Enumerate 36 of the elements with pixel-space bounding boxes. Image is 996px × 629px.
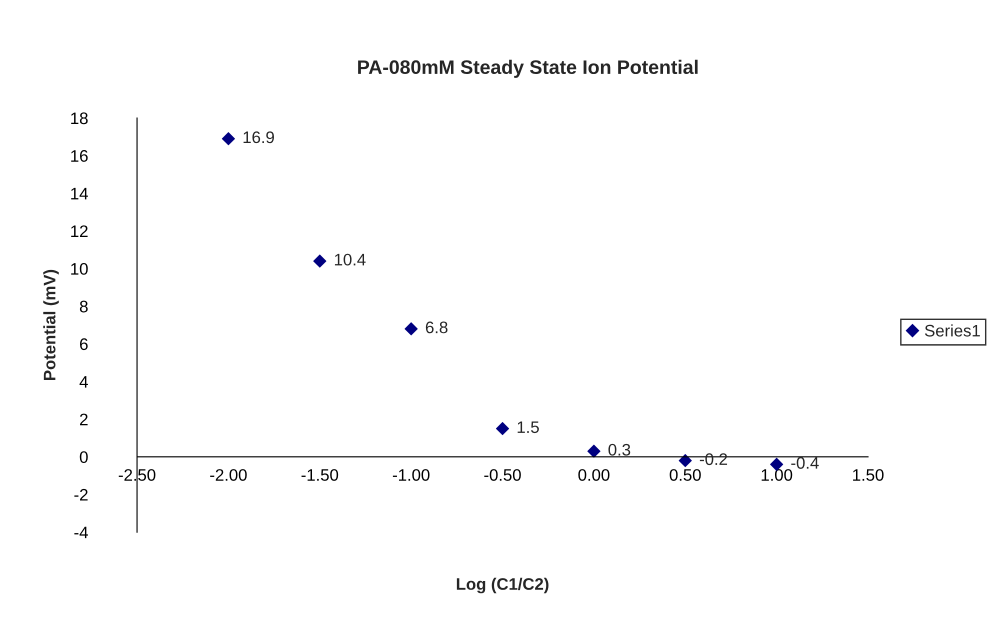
x-tick-label: 1.50 <box>853 469 884 481</box>
y-tick-label: 0 <box>80 451 88 464</box>
y-tick-label: -4 <box>74 526 88 538</box>
y-tick-label: 16 <box>71 150 88 162</box>
point <box>313 254 326 268</box>
data-label: 0.3 <box>608 444 630 456</box>
x-tick-label: -2.00 <box>210 469 247 481</box>
x-tick-label: -1.00 <box>392 469 430 481</box>
y-tick-label: 8 <box>80 300 88 312</box>
x-tick-label: -1.50 <box>302 469 338 481</box>
y-tick-label: 10 <box>71 262 88 275</box>
y-tick-label: 4 <box>80 376 88 388</box>
x-tick-label: -0.50 <box>484 469 521 481</box>
y-axis-title: Potential (mV) <box>43 270 59 380</box>
x-tick-label: 0.00 <box>578 469 610 481</box>
data-label: 6.8 <box>426 322 448 334</box>
data-label: 10.4 <box>334 254 366 266</box>
point <box>404 322 418 336</box>
data-label: 16.9 <box>244 131 274 144</box>
y-tick-label: -2 <box>74 488 88 501</box>
x-tick-label: 1.00 <box>762 469 792 481</box>
y-tick-label: 2 <box>80 414 88 426</box>
x-tick-label: 0.50 <box>670 469 701 481</box>
data-label: 1.5 <box>518 421 539 434</box>
legend-label: Series1 <box>924 324 980 337</box>
y-tick-label: 18 <box>71 112 88 124</box>
data-label: -0.4 <box>791 457 819 469</box>
point <box>496 422 510 436</box>
y-tick-label: 12 <box>71 225 88 237</box>
point <box>587 444 600 458</box>
chart-title: PA-080mM Steady State Ion Potential <box>358 60 698 78</box>
point <box>678 454 692 468</box>
y-tick-label: 14 <box>71 188 88 200</box>
x-axis-title: Log (C1/C2) <box>456 578 548 594</box>
y-tick-label: 6 <box>80 338 88 350</box>
point <box>222 132 235 146</box>
